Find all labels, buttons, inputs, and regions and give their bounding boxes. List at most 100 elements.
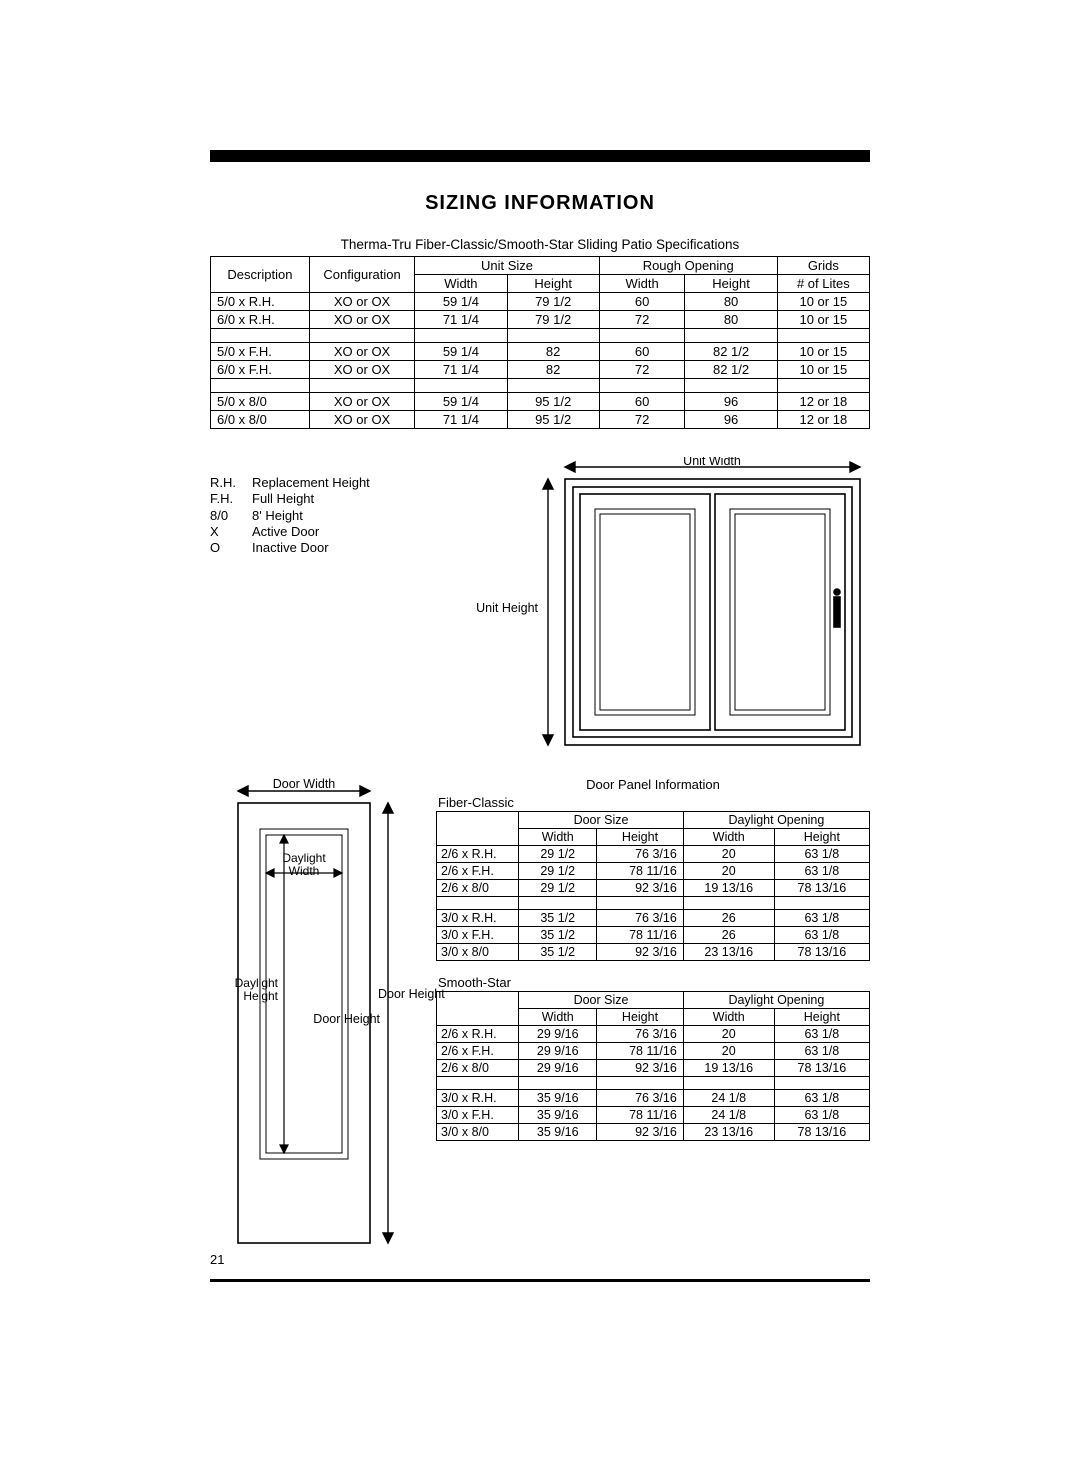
table-cell: 24 1/8 (683, 1107, 774, 1124)
table-cell: 63 1/8 (774, 927, 869, 944)
table-cell: 29 9/16 (519, 1043, 597, 1060)
panel-sub-fc: Fiber-Classic (438, 795, 870, 810)
table-cell: 96 (685, 411, 777, 429)
th-height: Height (507, 275, 599, 293)
legend-key: R.H. (210, 475, 252, 491)
table-cell: 2/6 x F.H. (437, 863, 519, 880)
label-door-height-text: Door Height (378, 987, 445, 1001)
table-cell: 3/0 x F.H. (437, 927, 519, 944)
table-cell: 12 or 18 (777, 411, 869, 429)
table-cell: 20 (683, 846, 774, 863)
page-number: 21 (210, 1252, 224, 1267)
table-cell: 63 1/8 (774, 1107, 869, 1124)
th-lites: # of Lites (777, 275, 869, 293)
table-cell: 95 1/2 (507, 393, 599, 411)
label-unit-width: Unit Width (683, 457, 741, 468)
table-cell: XO or OX (309, 361, 414, 379)
legend-key: X (210, 524, 252, 540)
table-cell: 26 (683, 927, 774, 944)
table-cell: 78 11/16 (597, 863, 684, 880)
table-cell: 35 1/2 (519, 944, 597, 961)
table-cell: 92 3/16 (597, 944, 684, 961)
table-cell: 5/0 x F.H. (211, 343, 310, 361)
table-cell: 10 or 15 (777, 311, 869, 329)
table-cell: 60 (599, 393, 685, 411)
table-cell: 29 1/2 (519, 846, 597, 863)
table-cell: 6/0 x 8/0 (211, 411, 310, 429)
table-cell: 20 (683, 863, 774, 880)
table-cell: 82 (507, 361, 599, 379)
table-cell: 3/0 x F.H. (437, 1107, 519, 1124)
table-cell: 63 1/8 (774, 1090, 869, 1107)
legend-key: 8/0 (210, 508, 252, 524)
diagram-door: Door Width DaylightWidth (210, 777, 420, 1257)
table-cell: 20 (683, 1043, 774, 1060)
spec-table: Description Configuration Unit Size Roug… (210, 256, 870, 429)
bottom-rule (210, 1279, 870, 1282)
table-cell: XO or OX (309, 393, 414, 411)
table-cell: 2/6 x F.H. (437, 1043, 519, 1060)
table-cell: 35 1/2 (519, 927, 597, 944)
th-configuration: Configuration (309, 257, 414, 293)
th-height: Height (685, 275, 777, 293)
table-cell: 59 1/4 (415, 293, 507, 311)
table-cell: 78 11/16 (597, 1043, 684, 1060)
spec-subtitle: Therma-Tru Fiber-Classic/Smooth-Star Sli… (210, 237, 870, 252)
table-cell: 76 3/16 (597, 910, 684, 927)
table-cell: 76 3/16 (597, 1026, 684, 1043)
table-cell: 63 1/8 (774, 863, 869, 880)
diagram-unit: Unit Width Unit Height (430, 457, 870, 757)
label-door-height: Door Height (313, 1012, 380, 1026)
table-cell: 78 13/16 (774, 944, 869, 961)
table-cell: XO or OX (309, 343, 414, 361)
th-grids: Grids (777, 257, 869, 275)
table-cell: 29 9/16 (519, 1060, 597, 1077)
table-cell: 71 1/4 (415, 361, 507, 379)
legend-value: Full Height (252, 491, 314, 507)
table-cell: 92 3/16 (597, 1060, 684, 1077)
table-cell: 71 1/4 (415, 311, 507, 329)
table-cell: 78 13/16 (774, 1124, 869, 1141)
table-cell: 63 1/8 (774, 910, 869, 927)
table-cell: 35 9/16 (519, 1124, 597, 1141)
table-cell: XO or OX (309, 411, 414, 429)
table-cell: 60 (599, 343, 685, 361)
table-cell: 23 13/16 (683, 1124, 774, 1141)
table-cell: 76 3/16 (597, 1090, 684, 1107)
table-cell: 23 13/16 (683, 944, 774, 961)
table-cell: 35 9/16 (519, 1090, 597, 1107)
table-cell: 60 (599, 293, 685, 311)
table-cell: 29 1/2 (519, 863, 597, 880)
table-cell: 2/6 x 8/0 (437, 880, 519, 897)
legend-value: Replacement Height (252, 475, 370, 491)
legend-value: Inactive Door (252, 540, 329, 556)
panel-title: Door Panel Information (436, 777, 870, 792)
table-cell: 78 11/16 (597, 927, 684, 944)
legend-key: O (210, 540, 252, 556)
table-cell: XO or OX (309, 311, 414, 329)
legend-value: 8' Height (252, 508, 303, 524)
legend-key: F.H. (210, 491, 252, 507)
table-cell: 3/0 x R.H. (437, 1090, 519, 1107)
table-cell: 82 1/2 (685, 343, 777, 361)
table-cell: 26 (683, 910, 774, 927)
table-cell: 2/6 x R.H. (437, 846, 519, 863)
table-cell: 79 1/2 (507, 311, 599, 329)
table-cell: 76 3/16 (597, 846, 684, 863)
table-cell: 95 1/2 (507, 411, 599, 429)
table-cell: 3/0 x 8/0 (437, 944, 519, 961)
table-cell: 10 or 15 (777, 343, 869, 361)
table-cell: 19 13/16 (683, 1060, 774, 1077)
table-cell: 80 (685, 293, 777, 311)
table-cell: 29 9/16 (519, 1026, 597, 1043)
panel-table-fc: Door Size Daylight Opening Width Height … (436, 811, 870, 961)
table-cell: 96 (685, 393, 777, 411)
table-cell: 10 or 15 (777, 361, 869, 379)
table-cell: 59 1/4 (415, 343, 507, 361)
th-description: Description (211, 257, 310, 293)
table-cell: 92 3/16 (597, 1124, 684, 1141)
legend: R.H.Replacement HeightF.H.Full Height8/0… (210, 457, 420, 757)
table-cell: XO or OX (309, 293, 414, 311)
panel-table-ss: Door Size Daylight Opening Width Height … (436, 991, 870, 1141)
table-cell: 72 (599, 411, 685, 429)
